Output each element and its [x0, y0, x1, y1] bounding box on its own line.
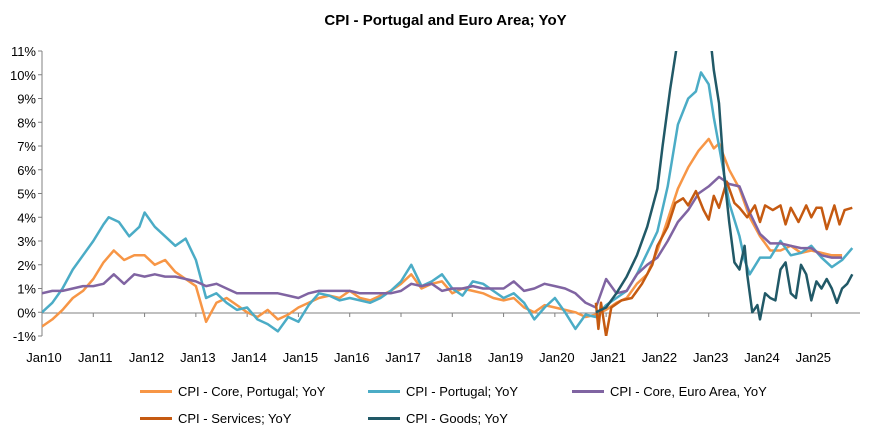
legend-item-goods: CPI - Goods; YoY: [368, 411, 508, 426]
x-tick-label: Jan17: [385, 350, 420, 365]
series-line-5: [595, 51, 854, 321]
legend-label-goods: CPI - Goods; YoY: [406, 411, 508, 426]
legend-swatch-core-portugal: [140, 390, 172, 393]
y-tick-label: 7%: [17, 139, 36, 154]
x-tick-label: Jan14: [231, 350, 266, 365]
x-tick-label: Jan23: [693, 350, 728, 365]
x-tick-label: Jan18: [437, 350, 472, 365]
x-tick-label: Jan22: [642, 350, 677, 365]
x-tick-label: Jan25: [796, 350, 831, 365]
y-tick-label: 6%: [17, 163, 36, 178]
y-tick-label: 8%: [17, 115, 36, 130]
x-tick-label: Jan20: [539, 350, 574, 365]
y-tick-label: 4%: [17, 210, 36, 225]
chart-title: CPI - Portugal and Euro Area; YoY: [324, 12, 567, 29]
legend-item-services: CPI - Services; YoY: [140, 411, 291, 426]
x-tick-label: Jan15: [283, 350, 318, 365]
legend: CPI - Core, Portugal; YoY CPI - Portugal…: [140, 384, 880, 434]
series-line-3: [42, 175, 843, 309]
legend-label-core-portugal: CPI - Core, Portugal; YoY: [178, 384, 326, 399]
y-tick-label: 3%: [17, 234, 36, 249]
x-tick-label: Jan11: [78, 350, 112, 365]
series-line-4: [594, 180, 853, 336]
x-tick-label: Jan21: [590, 350, 625, 365]
x-tick-group: Jan10 Jan11 Jan12 Jan13 Jan14 Jan15 Jan16 Jan17…: [26, 313, 831, 365]
y-tick-group: -1% 0% 1% 2% 3% 4% 5% 6% 7% 8% 9% 10% 11%: [10, 44, 42, 344]
y-tick-label: 9%: [17, 92, 36, 107]
x-tick-label: Jan13: [180, 350, 215, 365]
legend-swatch-core-euro-area: [572, 390, 604, 393]
series-line-2: [42, 71, 854, 333]
legend-swatch-goods: [368, 417, 400, 420]
y-tick-label: 5%: [17, 187, 36, 202]
y-tick-label: 2%: [17, 258, 36, 273]
legend-swatch-portugal: [368, 390, 400, 393]
legend-label-core-euro-area: CPI - Core, Euro Area, YoY: [610, 384, 767, 399]
legend-item-core-euro-area: CPI - Core, Euro Area, YoY: [572, 384, 767, 399]
y-tick-label: 11%: [11, 44, 36, 59]
x-tick-label: Jan16: [334, 350, 369, 365]
legend-item-portugal: CPI - Portugal; YoY: [368, 384, 518, 399]
y-tick-label: 1%: [17, 282, 36, 297]
x-tick-label: Jan19: [488, 350, 523, 365]
x-tick-label: Jan12: [129, 350, 164, 365]
series-line-1: [42, 137, 843, 328]
y-tick-label: 10%: [10, 68, 36, 83]
legend-item-core-portugal: CPI - Core, Portugal; YoY: [140, 384, 325, 399]
x-tick-label: Jan10: [26, 350, 61, 365]
series-group: [42, 51, 854, 336]
x-tick-label: Jan24: [744, 350, 779, 365]
legend-label-portugal: CPI - Portugal; YoY: [406, 384, 519, 399]
legend-swatch-services: [140, 417, 172, 420]
y-tick-label: -1%: [13, 329, 37, 344]
legend-label-services: CPI - Services; YoY: [178, 411, 292, 426]
y-tick-label: 0%: [17, 305, 36, 320]
